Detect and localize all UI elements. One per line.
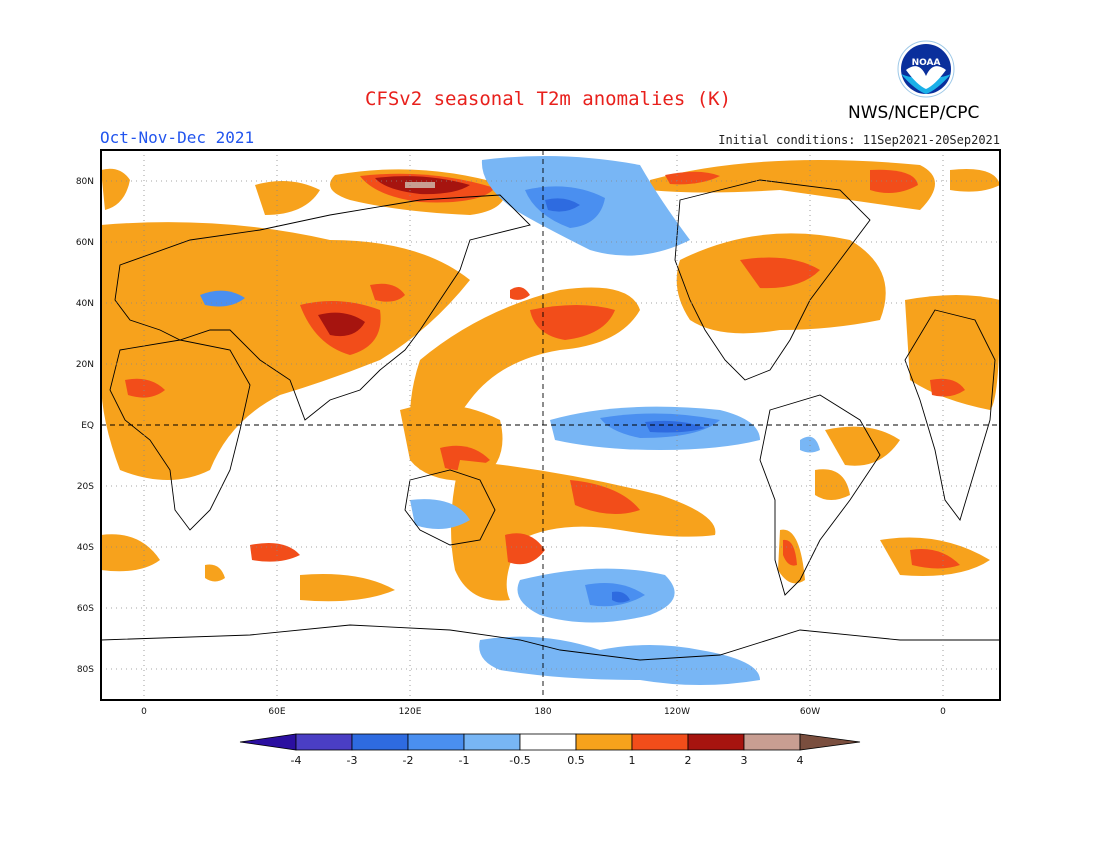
lon-label: 0	[940, 707, 946, 717]
anomaly-field	[101, 150, 1000, 700]
lat-label: 60N	[76, 238, 94, 248]
lat-labels: 80N 60N 40N 20N EQ 20S 40S 60S 80S	[76, 177, 94, 675]
map-frame	[100, 149, 1001, 701]
lon-label: 180	[534, 707, 551, 717]
lat-label: 40S	[77, 543, 94, 553]
lat-label: 20N	[76, 360, 94, 370]
lat-label: 40N	[76, 299, 94, 309]
lon-label: 120W	[664, 707, 690, 717]
lat-label: 80S	[77, 665, 94, 675]
lat-label: 20S	[77, 482, 94, 492]
lat-label: 60S	[77, 604, 94, 614]
noaa-logo-icon: NOAA	[897, 40, 955, 98]
agency-label: NWS/NCEP/CPC	[848, 103, 980, 123]
chart-title: CFSv2 seasonal T2m anomalies (K)	[364, 88, 732, 110]
lon-labels: 0 60E 120E 180 120W 60W 0	[141, 707, 946, 717]
lon-label: 60E	[268, 707, 285, 717]
lon-label: 0	[141, 707, 147, 717]
logo-text: NOAA	[912, 58, 941, 68]
initial-conditions-label: Initial conditions: 11Sep2021-20Sep2021	[718, 133, 1000, 147]
lon-label: 60W	[800, 707, 820, 717]
lat-label: EQ	[81, 421, 94, 431]
period-label: Oct-Nov-Dec 2021	[100, 128, 255, 147]
lon-label: 120E	[399, 707, 422, 717]
lat-label: 80N	[76, 177, 94, 187]
